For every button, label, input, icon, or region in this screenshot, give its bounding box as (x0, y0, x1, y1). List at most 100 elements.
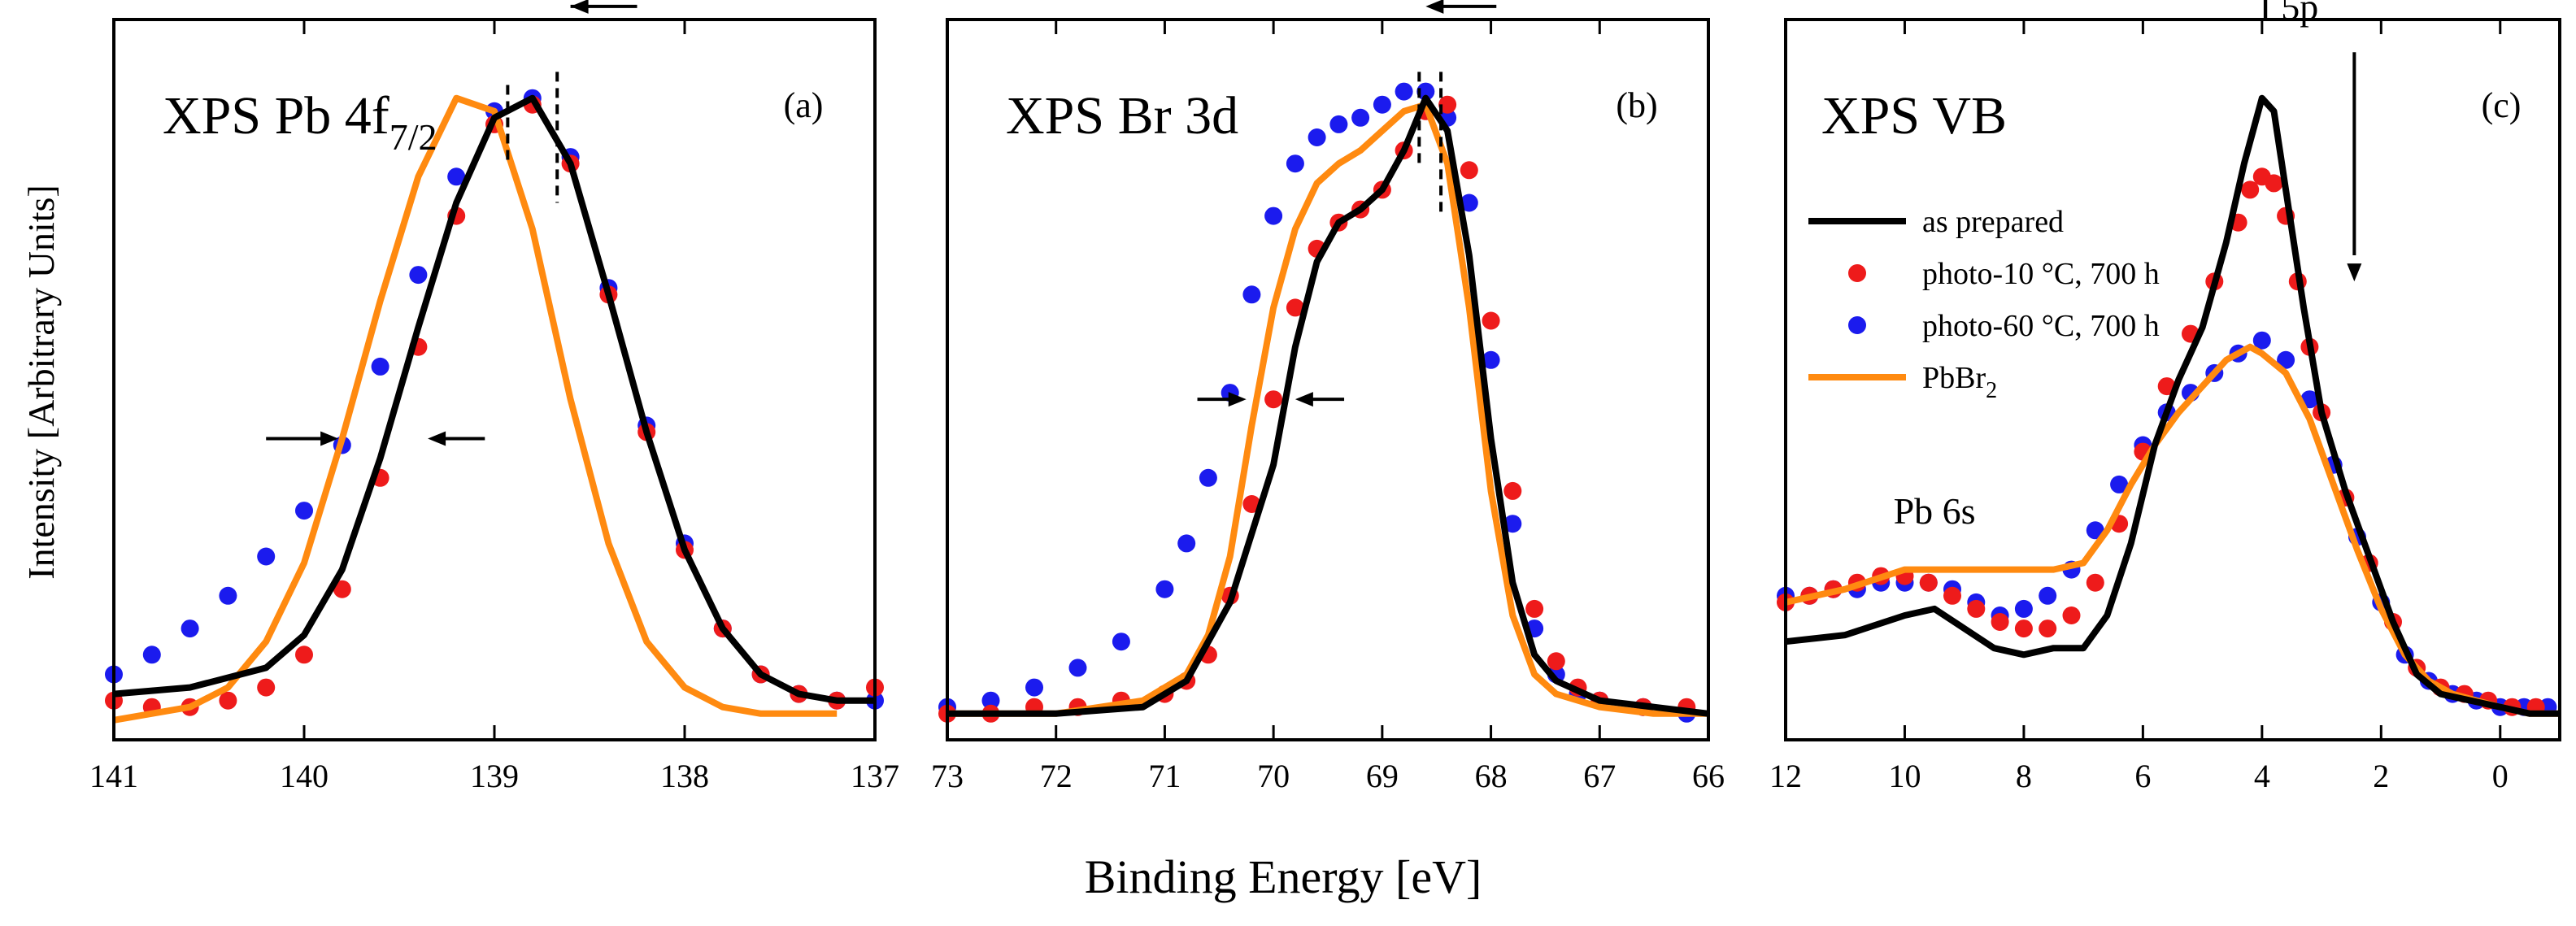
series-photo-60-point (2086, 521, 2104, 540)
series-photo-60-point (1503, 515, 1522, 533)
series-photo-10-point (1503, 481, 1522, 500)
series-photo-60-point (257, 547, 276, 566)
legend-label: photo-60 °C, 700 h (1922, 309, 2160, 343)
series-photo-60-point (1068, 659, 1087, 677)
series-photo-60-point (1416, 82, 1435, 101)
fwhm-arrow-head (428, 431, 446, 446)
x-tick-label: 10 (1888, 758, 1921, 794)
x-tick-label: 6 (2134, 758, 2151, 794)
series-photo-60-point (1482, 350, 1500, 369)
series-photo-60-point (219, 586, 237, 605)
legend-swatch-photo-10 (1848, 264, 1866, 282)
series-photo-10-point (1919, 573, 1938, 592)
peak-label-pb6s: Pb 6s (1894, 490, 1976, 532)
fwhm-arrow-head (1295, 392, 1313, 407)
panel-title-main: XPS Br 3d (1006, 86, 1238, 146)
series-photo-60-point (371, 357, 389, 376)
series-photo-10-point (2265, 174, 2283, 193)
panel-title: XPS VB (1821, 86, 2007, 146)
series-photo-10-point (2086, 573, 2104, 592)
series-photo-60-point (1373, 95, 1391, 114)
series-photo-60-point (447, 167, 466, 186)
x-tick-label: 69 (1366, 758, 1399, 794)
x-tick-label: 68 (1475, 758, 1508, 794)
x-tick-label: 72 (1040, 758, 1073, 794)
fwhm-arrow-head (1228, 392, 1247, 407)
y-axis-label: Intensity [Arbitrary Units] (20, 185, 62, 579)
fwhm-arrow-head (320, 431, 339, 446)
legend: as prepared photo-10 °C, 700 h photo-60 °C… (1808, 205, 2160, 403)
x-tick-label: 0 (2492, 758, 2509, 794)
panel-b: 73 72 71 70 69 68 67 66 XPS Br 3d (b) (931, 0, 1725, 794)
x-tick-label: 71 (1148, 758, 1181, 794)
series-photo-60-point (1351, 108, 1370, 127)
panel-label: (c) (2482, 85, 2522, 125)
series-photo-10-point (1547, 652, 1565, 671)
series-photo-60-point (1155, 580, 1174, 598)
series-photo-10-point (257, 678, 276, 697)
series-photo-60-point (1177, 534, 1196, 553)
panel-c: 12 10 8 6 4 2 0 XPS VB (c) I 5p Pb 6s as prepared ph… (1769, 0, 2561, 794)
x-tick-label: 138 (660, 758, 709, 794)
series-photo-60-point (1286, 154, 1304, 173)
legend-label-text: as prepared (1922, 205, 2064, 239)
panel-title-main: XPS Pb 4f (163, 86, 389, 146)
series-photo-10-point (1264, 390, 1283, 409)
x-tick-label: 141 (89, 758, 138, 794)
panel-title: XPS Pb 4f7/2 (163, 86, 437, 158)
series-pbbr2-line (1785, 343, 2560, 717)
x-tick-label: 137 (851, 758, 899, 794)
series-photo-60-point (181, 620, 199, 638)
series-photo-10-point (1991, 613, 2009, 631)
series-pbbr2-line (113, 94, 838, 724)
legend-label-text: PbBr (1922, 361, 1986, 395)
series-photo-10-point (333, 580, 351, 598)
shift-arrow-head (1425, 0, 1444, 14)
plot-frame (1784, 18, 2561, 741)
series-photo-10-point (2241, 180, 2260, 199)
series-as-prepared-line (1785, 94, 2560, 717)
x-tick-label: 70 (1257, 758, 1290, 794)
series-photo-10-point (1943, 586, 1961, 605)
x-tick-label: 2 (2373, 758, 2389, 794)
series-photo-60-point (1199, 468, 1217, 487)
series-photo-10-point (1438, 95, 1457, 114)
series-as-prepared-line (113, 94, 875, 704)
series-photo-60-point (142, 646, 161, 664)
panel-a: 141 140 139 138 137 XPS Pb 4f7/2 (a) (89, 0, 899, 794)
series-photo-60-point (2014, 599, 2033, 618)
legend-label: photo-10 °C, 700 h (1922, 257, 2160, 291)
series-photo-10-point (295, 646, 313, 664)
legend-label-subscript: 2 (1986, 378, 1997, 403)
x-axis-label: Binding Energy [eV] (1085, 850, 1482, 903)
series-photo-10-point (1482, 311, 1500, 330)
legend-label-text: photo-10 °C, 700 h (1922, 257, 2160, 291)
series-photo-10-point (2014, 620, 2033, 638)
legend-label-text: photo-60 °C, 700 h (1922, 309, 2160, 343)
series-photo-10-point (2062, 606, 2081, 624)
series-photo-10-point (1967, 599, 1986, 618)
panel-label: (b) (1616, 85, 1657, 125)
x-tick-label: 139 (470, 758, 519, 794)
legend-label: as prepared (1922, 205, 2064, 239)
shift-arrow-head (570, 0, 589, 14)
panel-title-main: XPS VB (1821, 86, 2007, 146)
series-photo-60-point (1112, 633, 1130, 651)
series-photo-60-point (1329, 115, 1348, 133)
series-photo-60-point (1308, 128, 1326, 146)
legend-swatch-photo-60 (1848, 316, 1866, 334)
series-photo-60-point (1242, 285, 1261, 304)
series-photo-60-point (2110, 475, 2129, 493)
x-tick-label: 4 (2254, 758, 2270, 794)
series-photo-10-point (2039, 620, 2057, 638)
panel-title: XPS Br 3d (1006, 86, 1238, 146)
x-tick-label: 140 (280, 758, 329, 794)
series-photo-10-point (1242, 495, 1261, 513)
series-photo-60-point (981, 691, 1000, 710)
legend-label: PbBr2 (1922, 361, 1997, 403)
series-photo-10-point (1286, 298, 1304, 317)
series-photo-60-point (1395, 82, 1413, 101)
series-photo-60-point (2039, 586, 2057, 605)
series-photo-60-point (295, 502, 313, 520)
